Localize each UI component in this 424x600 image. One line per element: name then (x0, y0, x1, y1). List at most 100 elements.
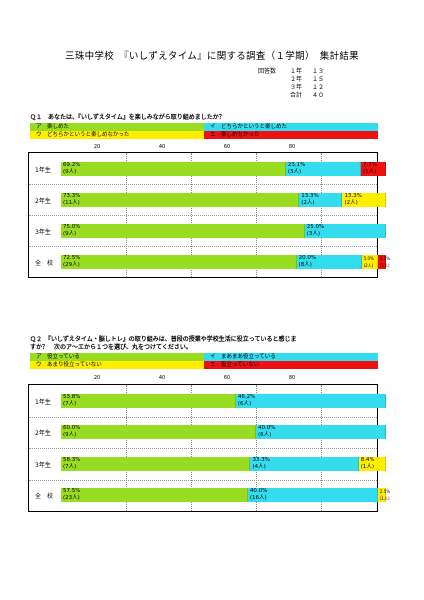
data-label-count: (4人) (252, 463, 266, 470)
bar-segment: 75.0% (9人) (61, 223, 305, 238)
respondent-summary: 回答数 １年 １３ ２年 １５ ３年 １２ 合計 ４０ (258, 68, 334, 100)
bar-segment: 73.3% (11人) (61, 192, 300, 207)
bar-segment: 2.5% (1人) (377, 488, 390, 503)
bar-segment: 60.0% (9人) (61, 425, 256, 440)
data-label-percent: 13.3% (301, 192, 319, 199)
data-label-count: (8人) (298, 261, 312, 268)
stacked-bar: 75.0% (9人) 25.0% (3人) (61, 223, 386, 238)
bar-segment: 2.5% (1人) (377, 254, 390, 269)
data-label-percent: 25.0% (306, 223, 325, 230)
bar-segment: 58.3% (7人) (61, 456, 251, 471)
category-label: 1年生 (35, 166, 51, 174)
stacked-bar: 58.3% (7人) 33.3% (4人) 8.4% (1人) (61, 456, 386, 471)
respondent-label: 回答数 (258, 68, 277, 75)
axis-tick: 60 (223, 144, 231, 150)
axis-tick: 60 (223, 375, 231, 381)
row-separator (29, 215, 377, 216)
data-label-percent: 2.5% (379, 255, 391, 261)
bar-segment: 13.3% (2人) (342, 192, 386, 207)
bar-segment: 13.3% (2人) (299, 192, 343, 207)
data-label-count: (1人) (360, 463, 374, 470)
respondent-count: １５ (312, 76, 325, 83)
respondent-total-label: 合計 (290, 92, 303, 99)
data-label-count: (1人) (362, 168, 377, 175)
q1-legend-b: イ どちらかというと楽しめた (204, 123, 378, 131)
respondent-grade: １年 (290, 68, 303, 75)
category-label: 全 校 (35, 493, 54, 501)
data-label-percent: 58.3% (63, 456, 81, 463)
q2-question-line1: Ｑ２ 『いしずえタイム・脳しトレ』の取り組みは、普段の授業や学校生活に役立ってい… (30, 336, 297, 343)
stacked-bar: 53.8% (7人) 46.2% (6人) (61, 393, 386, 408)
axis-tick: 80 (288, 144, 296, 150)
data-label-count: (2人) (301, 199, 315, 206)
category-label: 3年生 (35, 228, 51, 236)
data-label-count: (7人) (63, 463, 77, 470)
category-label: 3年生 (35, 461, 51, 469)
stacked-bar: 72.5% (29人) 20.0% (8人) 5.0% (2人) 2.5% (1人) (61, 254, 390, 269)
bar-segment: 69.2% (9人) (61, 161, 286, 176)
bar-segment: 46.2% (6人) (235, 393, 386, 408)
respondent-total: ４０ (312, 92, 325, 99)
bar-segment: 33.3% (4人) (250, 456, 359, 471)
axis-tick: 40 (158, 375, 166, 381)
bar-segment: 25.0% (3人) (304, 223, 386, 238)
bar-segment: 72.5% (29人) (61, 254, 297, 269)
category-label: 1年生 (35, 398, 51, 406)
q1-legend-a: ア 楽しめた (30, 123, 204, 131)
data-label-count: (9人) (63, 230, 77, 237)
q2-question: Ｑ２ 『いしずえタイム・脳しトレ』の取り組みは、普段の授業や学校生活に役立ってい… (30, 336, 390, 352)
data-label-count: (11人) (63, 199, 80, 206)
data-label-percent: 7.7% (362, 161, 377, 168)
data-label-percent: 40.0% (258, 425, 276, 432)
data-label-percent: 53.8% (63, 393, 81, 400)
q2-question-line2: すか？ 次のア～エから１つを選び、丸をつけてください。 (30, 344, 192, 351)
q2-chart: 1年生 53.8% (7人) 46.2% (6人) 2年生 60.0% (9人) 40.0% (6… (28, 384, 390, 512)
row-separator (29, 479, 377, 481)
axis-tick: 20 (93, 144, 101, 150)
data-label-count: (2人) (344, 199, 358, 206)
data-label-count: (16人) (249, 495, 267, 502)
data-label-percent: 20.0% (298, 254, 317, 261)
data-label-percent: 57.5% (63, 488, 81, 495)
row-separator (29, 184, 377, 185)
q2-legend: ア 役立っている イ まあまあ役立っている ウ あまり役立っていない エ 役立っ… (30, 353, 378, 369)
respondent-grade: ３年 (290, 84, 303, 91)
bar-segment: 20.0% (8人) (296, 254, 362, 269)
row-separator (29, 448, 377, 449)
data-label-percent: 46.2% (237, 393, 256, 400)
data-label-count: (9人) (63, 168, 77, 175)
data-label-percent: 33.3% (252, 456, 270, 463)
q2-legend-a: ア 役立っている (30, 353, 204, 361)
bar-segment: 8.4% (1人) (358, 456, 386, 471)
data-label-count: (6人) (237, 400, 252, 407)
q2-legend-d: エ 役立っていない (204, 361, 378, 369)
data-label-percent: 40.0% (249, 488, 268, 495)
q1-legend-d: エ 楽しめなかった (204, 131, 378, 139)
data-label-count: (3人) (306, 230, 321, 237)
bar-segment: 40.0% (16人) (247, 488, 378, 503)
respondent-grade: ２年 (290, 76, 303, 83)
data-label-percent: 75.0% (63, 223, 81, 230)
q2-legend-b: イ まあまあ役立っている (204, 353, 378, 361)
data-label-percent: 2.5% (379, 489, 391, 495)
row-separator (29, 416, 377, 418)
respondent-count: １２ (312, 84, 325, 91)
category-label: 全 校 (35, 259, 54, 267)
data-label-percent: 8.4% (360, 456, 375, 463)
q1-legend: ア 楽しめた イ どちらかというと楽しめた ウ どちらかというと楽しめなかった … (30, 123, 378, 139)
data-label-count: (7人) (63, 400, 77, 407)
data-label-percent: 60.0% (63, 425, 81, 432)
stacked-bar: 57.5% (23人) 40.0% (16人) 2.5% (1人) (61, 488, 390, 503)
data-label-count: (1人) (379, 262, 390, 268)
data-label-count: (3人) (287, 168, 302, 175)
data-label-count: (2人) (363, 262, 374, 268)
category-label: 2年生 (35, 197, 51, 205)
q1-legend-c: ウ どちらかというと楽しめなかった (30, 131, 204, 139)
respondent-count: １３ (312, 68, 325, 75)
data-label-percent: 69.2% (63, 161, 81, 168)
bar-segment: 7.7% (1人) (360, 161, 386, 176)
axis-tick: 80 (288, 375, 296, 381)
data-label-percent: 72.5% (63, 254, 81, 261)
data-label-percent: 5.0% (363, 255, 374, 261)
data-label-percent: 13.3% (344, 192, 362, 199)
